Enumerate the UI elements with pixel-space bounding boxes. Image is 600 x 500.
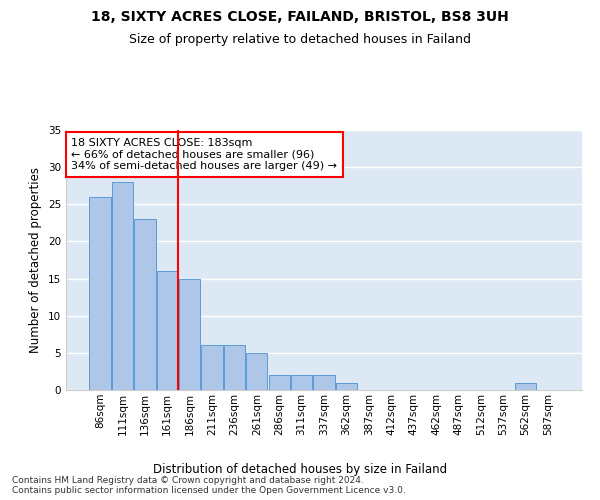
Y-axis label: Number of detached properties: Number of detached properties bbox=[29, 167, 43, 353]
Bar bbox=[246, 353, 268, 390]
Text: 18, SIXTY ACRES CLOSE, FAILAND, BRISTOL, BS8 3UH: 18, SIXTY ACRES CLOSE, FAILAND, BRISTOL,… bbox=[91, 10, 509, 24]
Text: Size of property relative to detached houses in Failand: Size of property relative to detached ho… bbox=[129, 32, 471, 46]
Bar bbox=[269, 375, 290, 390]
Bar bbox=[179, 278, 200, 390]
Bar bbox=[202, 346, 223, 390]
Text: 18 SIXTY ACRES CLOSE: 183sqm
← 66% of detached houses are smaller (96)
34% of se: 18 SIXTY ACRES CLOSE: 183sqm ← 66% of de… bbox=[71, 138, 337, 171]
Bar bbox=[291, 375, 312, 390]
Bar bbox=[89, 197, 111, 390]
Bar bbox=[313, 375, 335, 390]
Bar bbox=[336, 382, 357, 390]
Bar bbox=[224, 346, 245, 390]
Bar bbox=[157, 271, 178, 390]
Text: Contains HM Land Registry data © Crown copyright and database right 2024.
Contai: Contains HM Land Registry data © Crown c… bbox=[12, 476, 406, 495]
Bar bbox=[515, 382, 536, 390]
Bar bbox=[134, 219, 155, 390]
Bar bbox=[112, 182, 133, 390]
Text: Distribution of detached houses by size in Failand: Distribution of detached houses by size … bbox=[153, 462, 447, 475]
